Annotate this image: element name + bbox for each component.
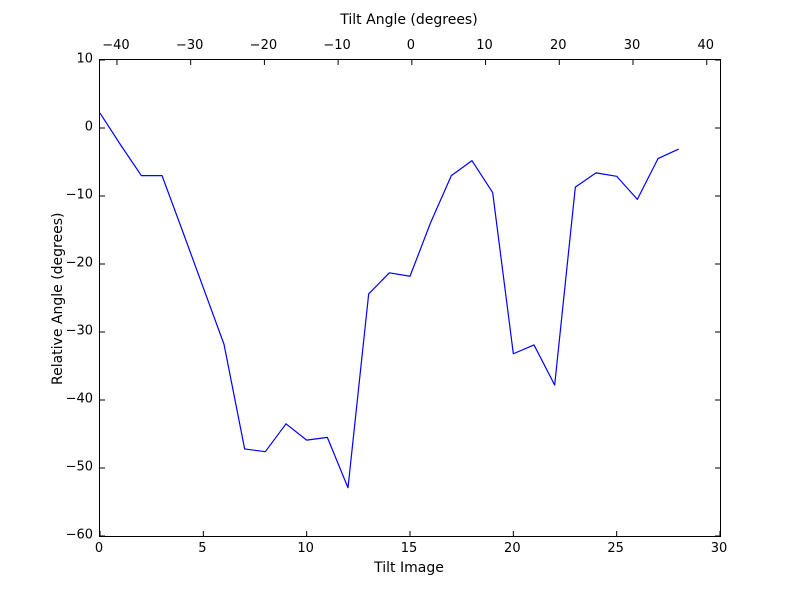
top-x-tick-label: 0 <box>406 38 415 53</box>
line-chart-svg <box>100 60 720 536</box>
top-x-tick-label: −40 <box>102 38 130 53</box>
top-x-tick-label: 40 <box>697 38 714 53</box>
bottom-x-tick-label: 15 <box>400 541 418 556</box>
bottom-x-tick-label: 20 <box>504 541 521 556</box>
plot-area <box>99 59 721 537</box>
top-x-axis-title: Tilt Angle (degrees) <box>340 12 478 28</box>
top-x-tick-label: 30 <box>623 38 641 53</box>
y-tick-label: −30 <box>65 323 93 339</box>
top-x-tick-label: −10 <box>323 38 351 53</box>
bottom-x-tick-label: 25 <box>607 541 624 556</box>
bottom-x-tick-label: 10 <box>297 541 314 556</box>
y-tick-label: 10 <box>76 51 93 67</box>
y-tick-label: −10 <box>65 187 93 203</box>
bottom-x-tick-label: 5 <box>198 541 207 556</box>
top-x-tick-label: 20 <box>550 38 567 53</box>
y-tick-label: 0 <box>84 119 93 135</box>
y-tick-label: −20 <box>65 255 93 271</box>
bottom-x-axis-title: Tilt Image <box>374 560 444 576</box>
y-tick-label: −60 <box>65 527 93 543</box>
top-x-tick-label: −20 <box>249 38 278 53</box>
bottom-x-tick-label: 0 <box>94 541 104 556</box>
y-tick-label: −40 <box>65 391 93 407</box>
bottom-x-tick-label: 30 <box>710 541 728 556</box>
top-x-tick-label: −30 <box>175 38 204 53</box>
data-line-relative-angle <box>100 112 679 489</box>
y-axis-title: Relative Angle (degrees) <box>50 212 66 385</box>
top-x-tick-label: 10 <box>476 38 493 53</box>
y-tick-label: −50 <box>65 459 93 475</box>
